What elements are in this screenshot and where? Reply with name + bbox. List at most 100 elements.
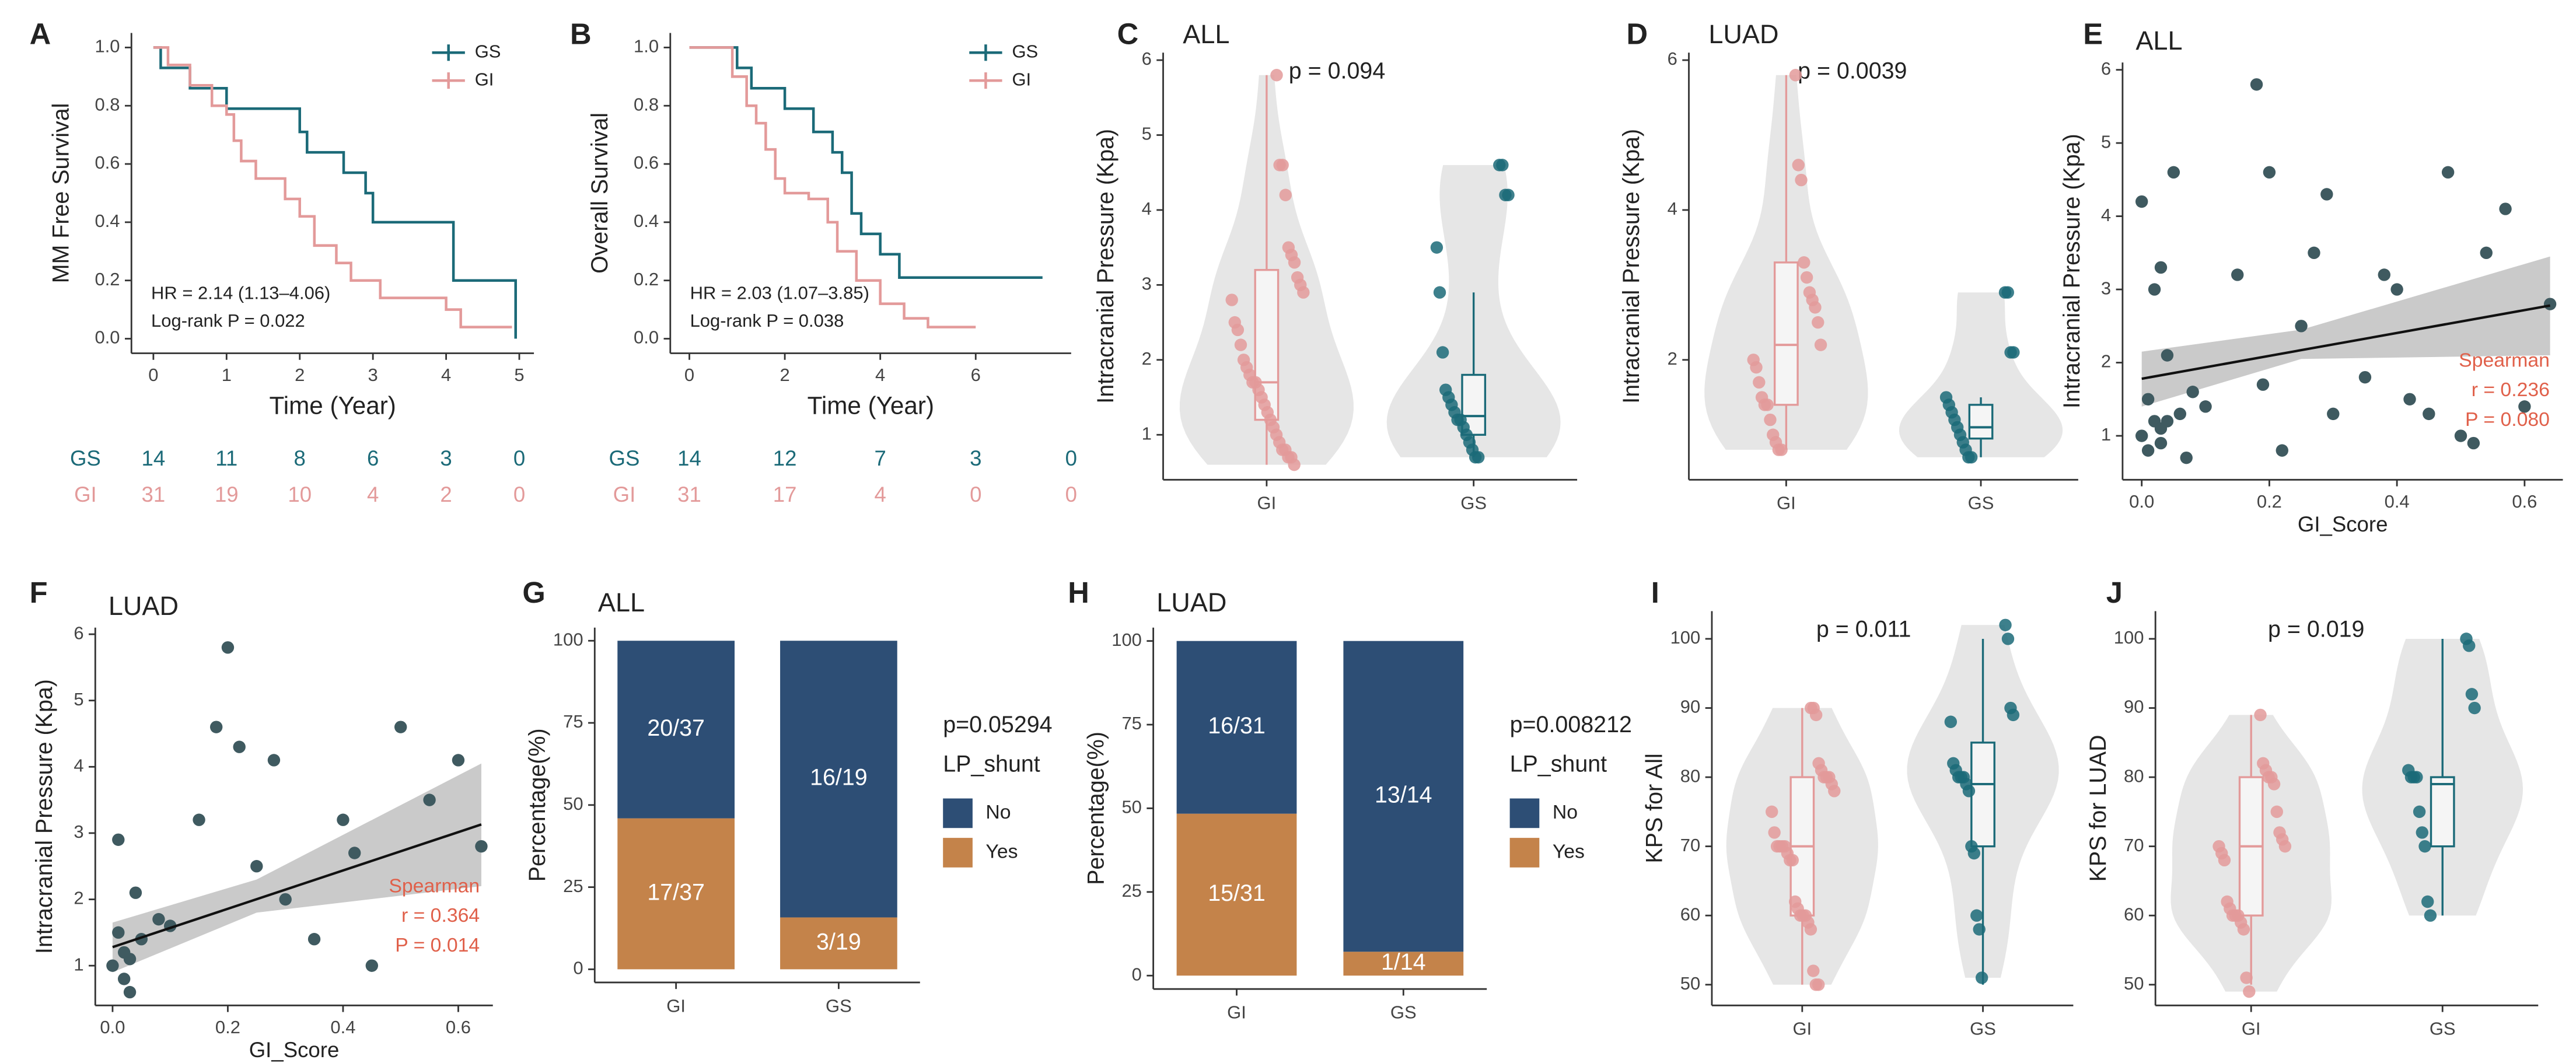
- point: [2454, 429, 2467, 442]
- risk-count: 0: [513, 446, 525, 470]
- y-tick-label: 1: [2101, 424, 2111, 445]
- bar-label: 16/31: [1208, 713, 1266, 739]
- y-tick-label: 0.0: [634, 327, 659, 348]
- point: [2161, 415, 2174, 428]
- y-tick-label: 6: [1142, 48, 1152, 69]
- x-tick-label: 0.0: [100, 1017, 125, 1037]
- point: [2416, 826, 2428, 839]
- risk-row-label: GS: [609, 446, 640, 470]
- annotation: P = 0.080: [2465, 408, 2550, 431]
- panel-title: ALL: [2135, 26, 2182, 55]
- y-axis-title: Percentage(%): [525, 728, 550, 882]
- x-tick-label: 0.6: [2512, 491, 2537, 512]
- point: [1297, 286, 1310, 299]
- risk-count: 3: [970, 446, 981, 470]
- point: [1789, 69, 1802, 82]
- point: [2135, 429, 2148, 442]
- panel-letter: E: [2083, 17, 2103, 50]
- point: [2001, 286, 2014, 299]
- bar-label: 17/37: [647, 879, 705, 905]
- annotation: r = 0.364: [401, 904, 480, 926]
- point: [1800, 271, 1813, 284]
- point: [2421, 895, 2434, 908]
- survival-curve: [153, 46, 512, 328]
- point: [1962, 785, 1976, 798]
- point: [1750, 361, 1763, 374]
- point: [2186, 386, 2199, 398]
- point: [1288, 256, 1301, 269]
- survival-curve: [689, 46, 1043, 279]
- y-tick-label: 2: [74, 888, 83, 908]
- y-tick-label: 4: [74, 755, 83, 775]
- risk-count: 0: [1065, 446, 1077, 470]
- point: [129, 886, 142, 899]
- annotation: Spearman: [2459, 349, 2550, 371]
- y-axis-title: KPS for LUAD: [2085, 735, 2111, 882]
- point: [1809, 301, 1822, 314]
- panel: D 2 4 6 Intracranial Pressure (Kpa) LUAD p = 0…: [1619, 17, 2078, 513]
- point: [1766, 805, 1778, 819]
- bar-segment: [1176, 641, 1297, 814]
- y-tick-label: 0.8: [95, 94, 120, 114]
- legend-title: LP_shunt: [1510, 751, 1607, 777]
- y-tick-label: 4: [2101, 205, 2111, 225]
- legend-swatch: [943, 838, 973, 868]
- point: [2180, 451, 2193, 464]
- point: [2320, 188, 2333, 201]
- box: [1968, 404, 1994, 440]
- bar-label: 20/37: [647, 715, 705, 741]
- y-tick-label: 50: [563, 793, 583, 814]
- p-value: p = 0.0039: [1798, 58, 1907, 83]
- bar-label: 3/19: [816, 929, 861, 954]
- point: [2518, 400, 2531, 413]
- point: [2468, 701, 2481, 715]
- annotation: Log-rank P = 0.022: [151, 310, 305, 331]
- bar-segment: [617, 641, 735, 819]
- point: [1768, 826, 1781, 839]
- fit-line: [2141, 304, 2550, 380]
- point: [2199, 400, 2212, 413]
- y-tick-label: 50: [1121, 797, 1141, 817]
- point: [1798, 256, 1810, 269]
- box: [2430, 776, 2455, 848]
- panel-letter: D: [1627, 17, 1648, 50]
- y-tick-label: 3: [2101, 278, 2111, 298]
- x-tick-label: 6: [971, 365, 981, 385]
- x-axis-title: GI_Score: [249, 1038, 340, 1062]
- bar-label: 15/31: [1208, 880, 1266, 906]
- x-tick-label: 0.0: [2129, 491, 2154, 512]
- point: [2276, 444, 2288, 457]
- panel: E 1 2 3 4 5 6 0.0 0.2 0.4 0.6 GI_Score Intracranial …: [2059, 17, 2563, 536]
- point: [209, 721, 223, 733]
- risk-count: 8: [294, 446, 306, 470]
- y-tick-label: 25: [563, 876, 583, 896]
- point: [1231, 323, 1245, 337]
- bar-segment: [780, 641, 897, 918]
- panel-letter: C: [1117, 17, 1139, 50]
- panel-title: LUAD: [109, 591, 179, 621]
- point: [394, 721, 407, 733]
- legend-label: Yes: [985, 840, 1018, 862]
- point: [2467, 436, 2480, 450]
- point: [1828, 785, 1841, 798]
- y-tick-label: 60: [1680, 904, 1700, 924]
- y-tick-label: 90: [2124, 697, 2144, 717]
- x-tick-label: GI: [1777, 493, 1796, 513]
- y-axis-title: KPS for All: [1642, 753, 1668, 863]
- y-tick-label: 1: [1142, 423, 1152, 443]
- y-axis-title: MM Free Survival: [48, 103, 74, 284]
- point: [2007, 708, 2020, 722]
- y-tick-label: 3: [74, 821, 83, 842]
- y-tick-label: 0: [573, 958, 583, 978]
- point: [1804, 923, 1817, 936]
- y-axis-title: Percentage(%): [1083, 732, 1109, 885]
- x-tick-label: 0: [684, 365, 694, 385]
- point: [2254, 708, 2267, 722]
- annotation: Log-rank P = 0.038: [690, 310, 844, 331]
- y-tick-label: 70: [1680, 835, 1700, 855]
- point: [1472, 451, 1485, 464]
- annotation: HR = 2.03 (1.07–3.85): [690, 282, 869, 303]
- p-value: p = 0.019: [2268, 617, 2364, 642]
- y-tick-label: 6: [74, 623, 83, 643]
- risk-count: 4: [874, 482, 886, 506]
